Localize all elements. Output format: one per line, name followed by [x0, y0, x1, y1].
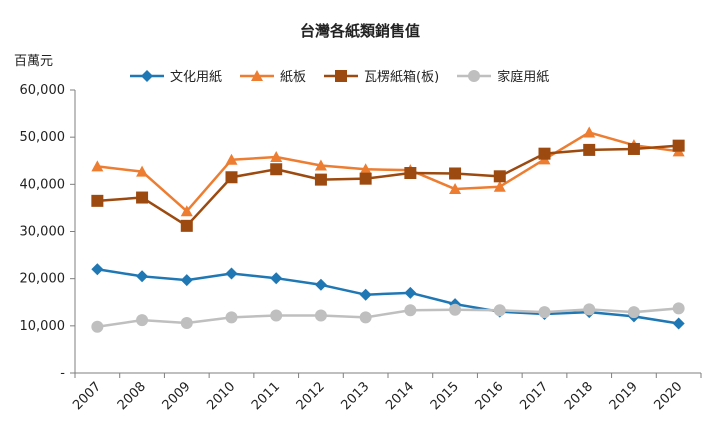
legend-label: 文化用紙 — [170, 70, 223, 85]
series-line-2 — [97, 144, 679, 228]
data-point — [449, 303, 462, 316]
data-point — [404, 167, 417, 180]
x-tick-label: 2012 — [294, 379, 328, 413]
data-point — [538, 306, 551, 319]
data-point — [583, 126, 596, 138]
data-point — [359, 288, 372, 301]
data-point — [627, 306, 640, 319]
x-tick-label: 2020 — [651, 379, 685, 413]
data-point — [270, 272, 283, 285]
data-point — [359, 172, 372, 185]
legend-swatch — [457, 69, 492, 82]
legend-swatch — [130, 69, 164, 82]
data-point — [404, 304, 417, 317]
data-point — [627, 142, 640, 155]
x-tick-label: 2019 — [607, 379, 641, 413]
data-point — [91, 320, 104, 333]
x-tick-label: 2017 — [517, 379, 551, 413]
legend-swatch — [324, 69, 359, 82]
legend-item: 瓦楞紙箱(板) — [324, 66, 439, 85]
x-tick-label: 2010 — [204, 379, 238, 413]
data-point — [449, 183, 462, 195]
data-point — [314, 173, 327, 186]
data-point — [359, 311, 372, 324]
series-line-3 — [97, 307, 679, 329]
y-tick-label: 10,000 — [20, 319, 66, 334]
chart-title: 台灣各紙類銷售值 — [299, 22, 420, 40]
data-point — [136, 270, 149, 283]
data-point — [270, 309, 283, 322]
data-point — [314, 309, 327, 322]
data-point — [314, 278, 327, 291]
data-point — [493, 180, 506, 192]
x-tick-label: 2016 — [473, 379, 507, 413]
data-point — [180, 317, 193, 330]
x-tick-label: 2008 — [115, 379, 149, 413]
data-point — [225, 311, 238, 324]
data-point — [404, 286, 417, 299]
data-point — [449, 167, 462, 180]
data-point — [225, 171, 238, 184]
x-tick-label: 2007 — [70, 379, 104, 413]
x-tick-label: 2011 — [249, 379, 283, 413]
legend-item: 家庭用紙 — [457, 66, 549, 85]
data-point — [314, 159, 327, 171]
y-tick-label: 30,000 — [20, 225, 66, 240]
data-point — [672, 302, 685, 315]
y-axis-unit-label: 百萬元 — [14, 54, 54, 69]
x-tick-label: 2018 — [562, 379, 596, 413]
data-point — [493, 170, 506, 183]
data-point — [583, 143, 596, 156]
legend-item: 文化用紙 — [130, 66, 222, 85]
legend-swatch — [240, 69, 275, 81]
y-tick-label: 60,000 — [20, 83, 66, 98]
x-tick-label: 2014 — [383, 379, 417, 413]
data-point — [225, 153, 238, 165]
x-tick-label: 2009 — [160, 379, 194, 413]
data-point — [359, 163, 372, 175]
chart-legend: 文化用紙 紙板 瓦楞紙箱(板) 家庭用紙 — [130, 66, 549, 85]
data-point — [91, 194, 104, 207]
data-point — [136, 314, 149, 327]
legend-label: 家庭用紙 — [497, 70, 550, 85]
data-point — [672, 139, 685, 152]
x-tick-label: 2013 — [338, 379, 372, 413]
legend-label: 紙板 — [280, 70, 307, 85]
y-tick-label: 50,000 — [20, 130, 66, 145]
data-point — [91, 160, 104, 172]
data-point — [538, 147, 551, 160]
legend-item: 紙板 — [240, 66, 306, 85]
data-point — [583, 303, 596, 316]
data-point — [180, 219, 193, 232]
x-tick-label: 2015 — [428, 379, 462, 413]
data-point — [136, 191, 149, 204]
series-line-1 — [97, 131, 679, 213]
data-point — [136, 165, 149, 177]
data-point — [180, 274, 193, 287]
data-point — [180, 205, 193, 217]
data-point — [493, 304, 506, 317]
data-point — [270, 163, 283, 176]
legend-label: 瓦楞紙箱(板) — [364, 70, 440, 85]
y-tick-label: 40,000 — [20, 177, 66, 192]
data-point — [270, 150, 283, 162]
y-tick-label: 20,000 — [20, 272, 66, 287]
data-point — [91, 263, 104, 276]
data-point — [672, 317, 685, 330]
y-tick-label: - — [60, 366, 65, 381]
series-line-0 — [97, 267, 679, 325]
data-point — [225, 267, 238, 280]
